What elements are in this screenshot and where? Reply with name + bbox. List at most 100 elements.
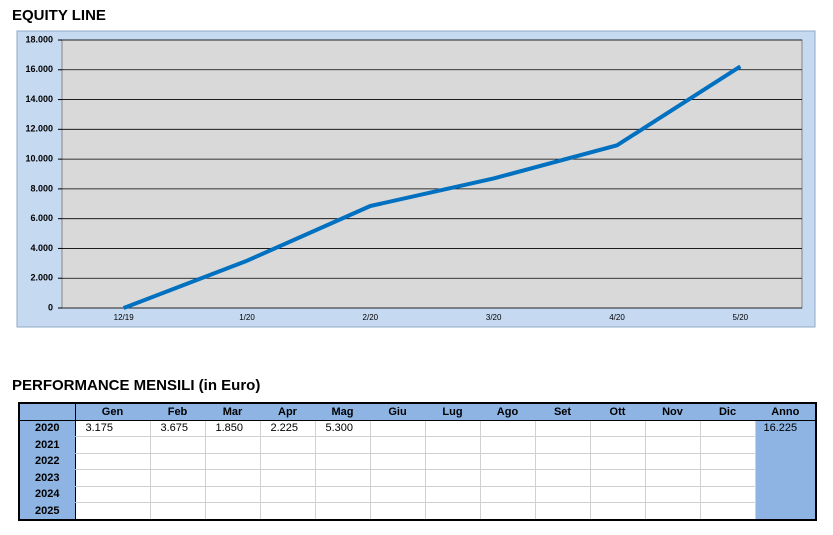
- column-header: Mar: [204, 402, 261, 421]
- month-cell: [699, 419, 756, 437]
- month-cell: [314, 469, 371, 487]
- month-cell: [479, 436, 536, 454]
- year-row: 2025: [18, 502, 817, 520]
- month-cell: [479, 485, 536, 503]
- month-cell: [204, 502, 261, 520]
- month-cell: [369, 452, 426, 470]
- year-cell: 2025: [18, 502, 76, 520]
- month-cell: [534, 419, 591, 437]
- month-cell: [589, 436, 646, 454]
- total-cell: 16.225: [754, 419, 817, 437]
- x-tick-label: 5/20: [733, 313, 749, 322]
- month-cell: [534, 485, 591, 503]
- month-cell: [259, 452, 316, 470]
- header-row: Gen Feb Mar Apr Mag Giu Lug Ago Set Ott Nov Dic Anno: [18, 402, 817, 421]
- month-cell: [314, 452, 371, 470]
- month-cell: [644, 469, 701, 487]
- corner-cell: [18, 402, 76, 421]
- column-header: Nov: [644, 402, 701, 421]
- month-cell: [534, 469, 591, 487]
- total-cell: [754, 485, 817, 503]
- year-row: 2022: [18, 452, 817, 470]
- column-header: Apr: [259, 402, 316, 421]
- y-tick-label: 16.000: [25, 64, 53, 74]
- month-cell: [644, 485, 701, 503]
- y-tick-label: 4.000: [30, 243, 53, 253]
- y-tick-label: 10.000: [25, 153, 53, 163]
- month-cell: [369, 419, 426, 437]
- month-cell: [534, 502, 591, 520]
- plot-area: [61, 39, 803, 309]
- y-tick-label: 14.000: [25, 94, 53, 104]
- month-cell: [204, 485, 261, 503]
- month-cell: [699, 436, 756, 454]
- table-title: PERFORMANCE MENSILI (in Euro): [12, 377, 261, 394]
- column-header: Gen: [74, 402, 151, 421]
- column-header: Giu: [369, 402, 426, 421]
- month-cell: 3.675: [149, 419, 206, 437]
- month-cell: [74, 469, 151, 487]
- month-cell: [699, 469, 756, 487]
- column-header: Set: [534, 402, 591, 421]
- column-header: Anno: [754, 402, 817, 421]
- month-cell: [424, 452, 481, 470]
- x-tick-label: 3/20: [486, 313, 502, 322]
- month-cell: [424, 419, 481, 437]
- x-tick-label: 1/20: [239, 313, 255, 322]
- month-cell: [699, 485, 756, 503]
- total-cell: [754, 436, 817, 454]
- total-cell: [754, 469, 817, 487]
- month-cell: [424, 502, 481, 520]
- month-cell: [534, 436, 591, 454]
- month-cell: [479, 419, 536, 437]
- month-cell: 3.175: [74, 419, 151, 437]
- month-cell: [314, 502, 371, 520]
- year-row: 2024: [18, 485, 817, 503]
- month-cell: 5.300: [314, 419, 371, 437]
- month-cell: [74, 452, 151, 470]
- total-cell: [754, 452, 817, 470]
- month-cell: [424, 485, 481, 503]
- month-cell: [149, 452, 206, 470]
- column-header: Ago: [479, 402, 536, 421]
- x-tick-label: 12/19: [114, 313, 135, 322]
- month-cell: [259, 502, 316, 520]
- month-cell: [534, 452, 591, 470]
- month-cell: [699, 502, 756, 520]
- column-header: Lug: [424, 402, 481, 421]
- month-cell: [204, 452, 261, 470]
- month-cell: [644, 436, 701, 454]
- month-cell: [589, 502, 646, 520]
- year-cell: 2020: [18, 419, 76, 437]
- x-tick-label: 2/20: [363, 313, 379, 322]
- chart-title: EQUITY LINE: [12, 7, 106, 24]
- y-tick-label: 0: [48, 302, 53, 312]
- chart: 0 2.000 4.000 6.000 8.000 10.000 12.000 14.000 1…: [16, 30, 816, 328]
- column-header: Dic: [699, 402, 756, 421]
- month-cell: [74, 485, 151, 503]
- month-cell: [479, 469, 536, 487]
- month-cell: [479, 502, 536, 520]
- month-cell: [479, 452, 536, 470]
- month-cell: [644, 419, 701, 437]
- month-cell: [149, 485, 206, 503]
- month-cell: [204, 469, 261, 487]
- equity-line: [122, 64, 742, 310]
- performance-table: Gen Feb Mar Apr Mag Giu Lug Ago Set Ott Nov Dic Anno…: [18, 402, 817, 521]
- month-cell: [149, 469, 206, 487]
- year-row: 2020 3.175 3.675 1.850 2.225 5.300 16.225: [18, 419, 817, 437]
- month-cell: [589, 469, 646, 487]
- x-tick-label: 4/20: [609, 313, 625, 322]
- month-cell: [369, 485, 426, 503]
- column-header: Ott: [589, 402, 646, 421]
- month-cell: [369, 502, 426, 520]
- month-cell: [314, 485, 371, 503]
- year-cell: 2021: [18, 436, 76, 454]
- month-cell: [149, 436, 206, 454]
- month-cell: 1.850: [204, 419, 261, 437]
- month-cell: [74, 502, 151, 520]
- month-cell: [149, 502, 206, 520]
- total-cell: [754, 502, 817, 520]
- month-cell: [699, 452, 756, 470]
- month-cell: [314, 436, 371, 454]
